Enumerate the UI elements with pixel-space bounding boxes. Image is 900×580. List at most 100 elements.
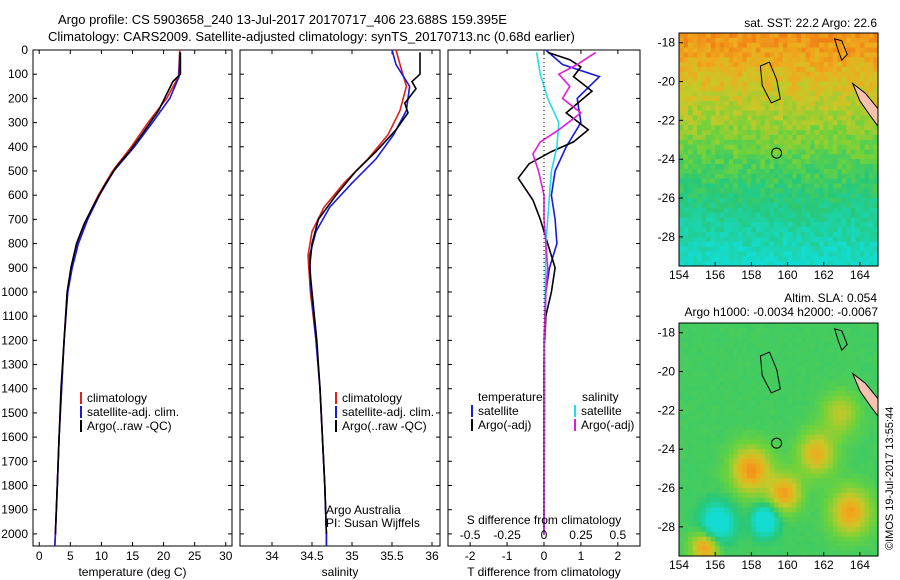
map-cell (742, 357, 748, 363)
map-cell (774, 202, 780, 209)
map-cell (737, 37, 743, 44)
map-cell (783, 198, 789, 204)
map-cell (746, 361, 752, 368)
map-cell (742, 178, 748, 185)
map-cell (805, 473, 811, 479)
map-cell (814, 507, 820, 513)
map-cell (850, 149, 856, 155)
map-cell (814, 415, 820, 421)
map-cell (787, 347, 793, 353)
map-cell (864, 217, 870, 223)
map-cell (679, 86, 685, 92)
map-cell (701, 81, 707, 87)
map-cell (755, 386, 761, 392)
map-cell (715, 357, 721, 363)
map-cell (683, 212, 689, 219)
map-cell (764, 47, 770, 54)
map-cell (697, 110, 703, 117)
map-cell (841, 551, 847, 557)
map-cell (746, 207, 752, 214)
map-cell (706, 526, 712, 533)
map-cell (801, 434, 807, 441)
map-cell (823, 444, 829, 450)
map-cell (751, 458, 757, 465)
map-cell (819, 232, 825, 238)
map-cell (719, 517, 725, 523)
map-cell (688, 101, 694, 107)
map-cell (733, 241, 739, 248)
map-cell (755, 342, 761, 348)
map-cell (774, 429, 780, 436)
map-cell (751, 193, 757, 199)
map-cell (805, 352, 811, 358)
map-cell (796, 144, 802, 151)
map-cell (805, 410, 811, 416)
map-cell (724, 424, 730, 431)
map-cell (859, 478, 865, 484)
map-cell (837, 492, 843, 499)
map-cell (869, 415, 875, 421)
map-cell (864, 332, 870, 339)
map-cell (688, 357, 694, 363)
map-cell (873, 125, 879, 131)
map-cell (742, 202, 748, 209)
map-cell (850, 357, 856, 363)
map-cell (755, 463, 761, 470)
map-cell (679, 71, 685, 78)
map-cell (787, 332, 793, 339)
map-cell (783, 386, 789, 392)
map-cell (819, 405, 825, 411)
map-cell (733, 381, 739, 387)
map-cell (837, 458, 843, 465)
map-cell (850, 154, 856, 160)
map-cell (855, 531, 861, 538)
map-cell (764, 96, 770, 102)
map-cell (774, 507, 780, 513)
y-tick-label: 800 (8, 237, 28, 251)
map-cell (683, 488, 689, 494)
map-cell (710, 381, 716, 387)
map-cell (787, 33, 793, 39)
map-cell (719, 546, 725, 552)
map-cell (846, 33, 852, 39)
map-cell (805, 434, 811, 441)
map-cell (855, 458, 861, 465)
map-cell (828, 381, 834, 387)
map-cell (724, 86, 730, 92)
map-cell (837, 76, 843, 83)
map-cell (679, 366, 685, 373)
map-cell (697, 125, 703, 131)
map-cell (715, 96, 721, 102)
map-cell (855, 168, 861, 175)
map-cell (679, 376, 685, 382)
map-cell (814, 327, 820, 334)
map-cell (810, 105, 816, 112)
map-cell (697, 391, 703, 397)
map-cell (746, 449, 752, 455)
map-cell (733, 236, 739, 243)
map-cell (774, 178, 780, 185)
map-cell (746, 173, 752, 180)
map-cell (819, 410, 825, 416)
map-cell (710, 256, 716, 262)
map-cell (792, 526, 798, 533)
map-cell (832, 125, 838, 131)
map-cell (805, 105, 811, 112)
map-cell (679, 47, 685, 54)
map-cell (846, 236, 852, 243)
map-cell (774, 193, 780, 199)
map-cell (855, 410, 861, 416)
map-cell (801, 130, 807, 136)
map-cell (751, 405, 757, 411)
map-cell (769, 232, 775, 238)
map-cell (783, 139, 789, 146)
map-cell (679, 473, 685, 479)
map-cell (783, 531, 789, 538)
map-cell (679, 342, 685, 348)
map-cell (805, 222, 811, 228)
map-cell (873, 536, 879, 543)
map-cell (760, 91, 766, 97)
map-cell (715, 183, 721, 189)
secondary-x-tick-label: 0 (541, 528, 548, 542)
map-cell (697, 130, 703, 136)
